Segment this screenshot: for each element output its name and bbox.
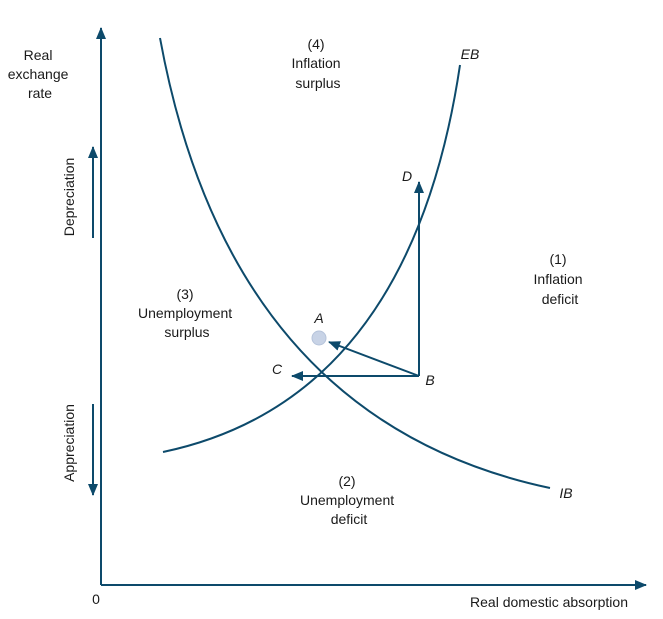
- region-3-line: Unemployment: [138, 305, 232, 321]
- point-c-label: C: [272, 361, 283, 377]
- region-4-line: (4): [307, 36, 324, 52]
- arrow-b-to-a: [328, 341, 420, 377]
- region-4-line: surplus: [295, 75, 340, 91]
- region-2-label: (2) Unemployment deficit: [300, 473, 398, 527]
- ib-curve: [159, 37, 551, 489]
- origin-label: 0: [92, 591, 100, 607]
- point-b-label: B: [425, 372, 434, 388]
- region-1-line: deficit: [542, 291, 579, 307]
- y-axis-label-line: Real: [24, 47, 53, 63]
- region-4-label: (4) Inflation surplus: [292, 36, 345, 91]
- ib-label: IB: [559, 485, 572, 501]
- point-d-label: D: [402, 168, 412, 184]
- y-axis-label: Real exchange rate: [8, 47, 73, 101]
- point-a-label: A: [313, 310, 323, 326]
- eb-label: EB: [461, 46, 480, 62]
- region-2-line: (2): [338, 473, 355, 489]
- region-3-line: (3): [176, 286, 193, 302]
- region-1-label: (1) Inflation deficit: [534, 251, 587, 307]
- region-4-line: Inflation: [292, 55, 341, 71]
- y-axis-label-line: rate: [28, 85, 52, 101]
- region-1-line: (1): [549, 251, 566, 267]
- region-3-label: (3) Unemployment surplus: [138, 286, 236, 340]
- region-2-line: deficit: [331, 511, 368, 527]
- eb-curve: [162, 64, 461, 453]
- x-axis-label: Real domestic absorption: [470, 594, 628, 610]
- region-3-line: surplus: [164, 324, 209, 340]
- depreciation-label: Depreciation: [61, 158, 77, 237]
- y-axis-label-line: exchange: [8, 66, 69, 82]
- appreciation-label: Appreciation: [61, 404, 77, 482]
- region-1-line: Inflation: [534, 271, 583, 287]
- point-a-marker: [311, 330, 327, 346]
- region-2-line: Unemployment: [300, 492, 394, 508]
